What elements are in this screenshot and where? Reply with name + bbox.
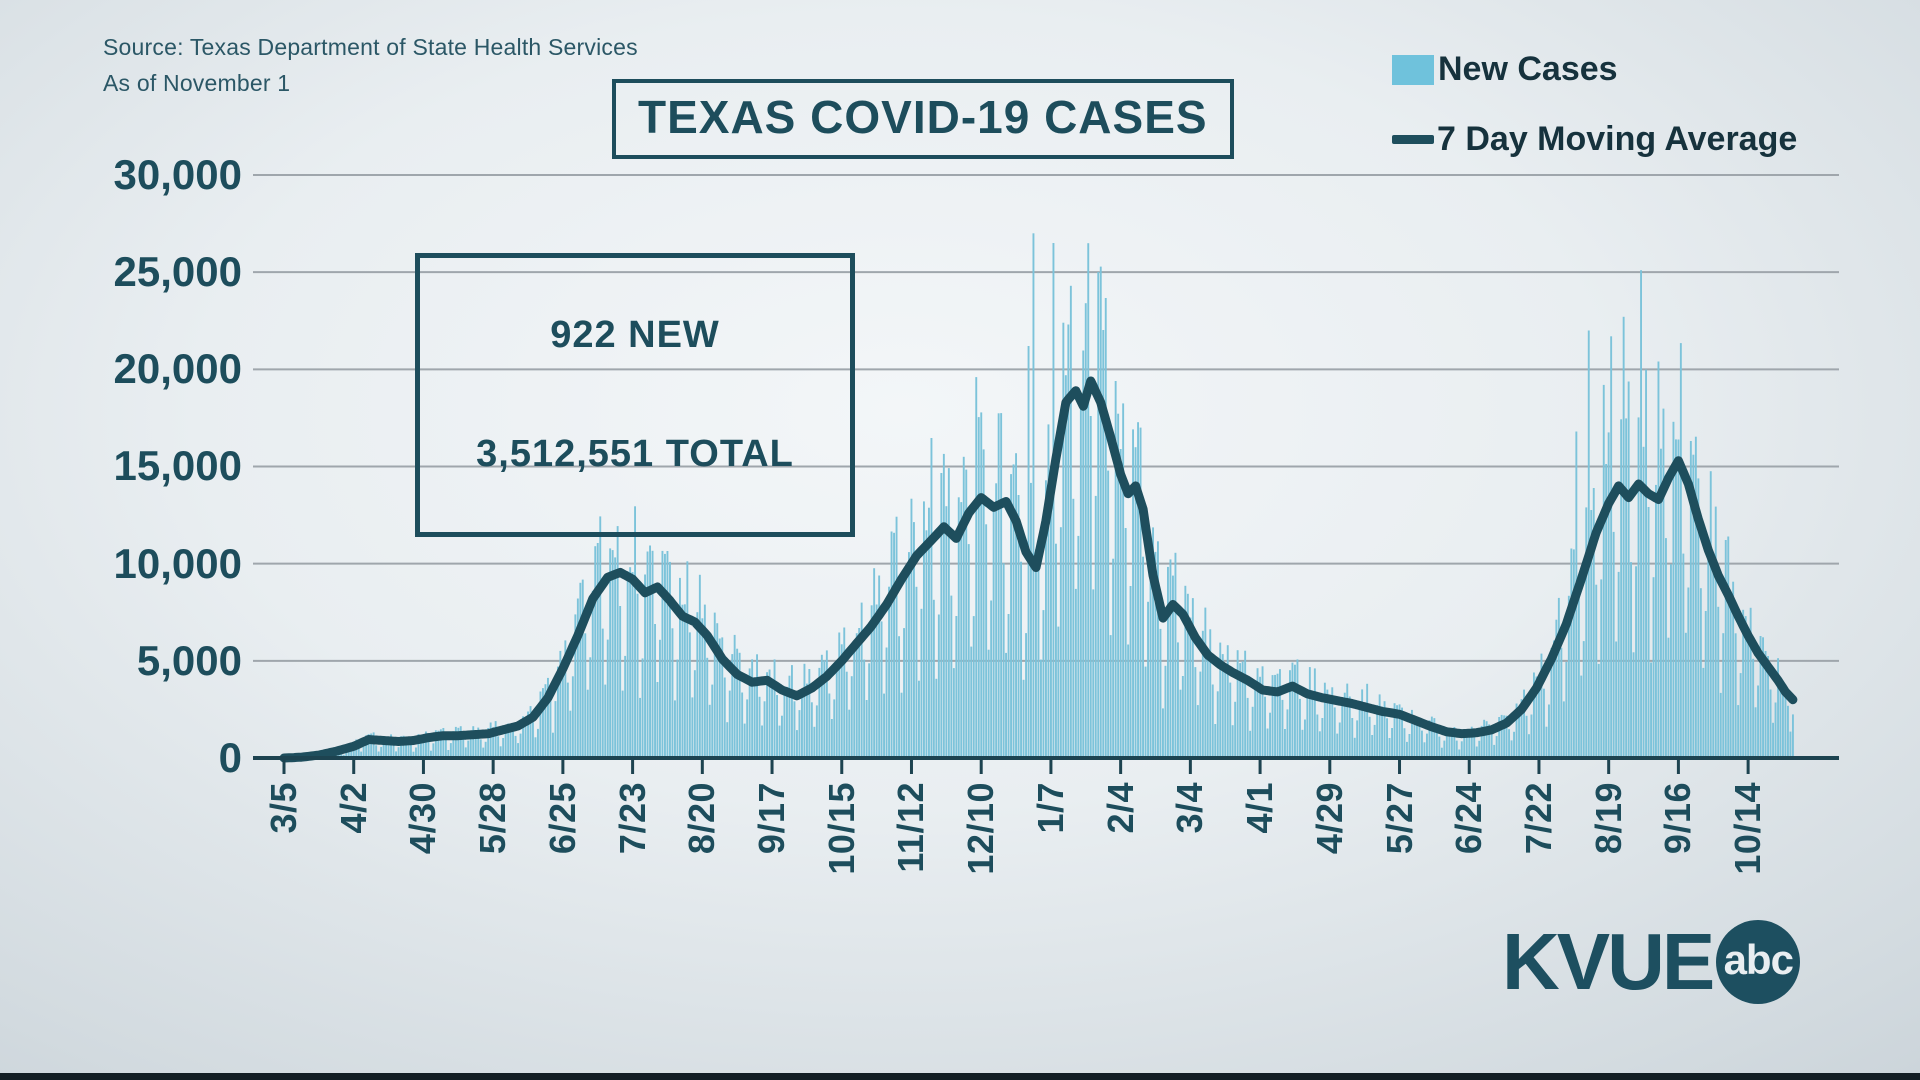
y-axis-label: 5,000 <box>136 636 242 684</box>
source-line: Source: Texas Department of State Health… <box>103 34 638 60</box>
x-axis-label: 6/25 <box>541 782 583 855</box>
legend-item-new-cases: New Cases <box>1392 50 1618 89</box>
station-name: KVUE <box>1502 917 1715 1006</box>
x-axis-label: 3/5 <box>263 782 304 834</box>
bottom-edge-bar <box>0 1073 1920 1080</box>
x-axis-label: 4/1 <box>1239 782 1281 834</box>
abc-network-icon: abc <box>1716 920 1801 1004</box>
legend-label: 7 Day Moving Average <box>1437 120 1798 158</box>
as-of-line: As of November 1 <box>103 69 291 96</box>
x-axis-label: 4/29 <box>1308 782 1350 855</box>
x-axis-label: 2/4 <box>1099 782 1141 834</box>
x-axis-label: 1/7 <box>1029 782 1071 834</box>
kvue-logo: KVUE abc <box>1502 916 1801 1008</box>
total-cases-stat: 3,512,551 TOTAL <box>476 433 794 475</box>
x-axis-label: 9/17 <box>751 782 793 855</box>
y-axis-label: 25,000 <box>113 248 242 296</box>
x-axis-label: 8/19 <box>1587 782 1629 855</box>
y-axis-label: 10,000 <box>113 539 242 587</box>
x-axis-label: 5/28 <box>472 782 514 855</box>
x-axis-label: 5/27 <box>1378 782 1420 855</box>
x-axis-label: 6/24 <box>1448 782 1490 855</box>
x-axis-label: 10/15 <box>820 782 862 875</box>
title-box: TEXAS COVID-19 CASES <box>612 79 1234 159</box>
y-axis-label: 15,000 <box>113 442 242 490</box>
new-cases-stat: 922 NEW <box>550 314 720 356</box>
legend-item-moving-average: 7 Day Moving Average <box>1392 120 1797 159</box>
x-axis-label: 7/23 <box>611 782 653 855</box>
y-axis-label: 30,000 <box>113 150 242 198</box>
source-attribution: Source: Texas Department of State Health… <box>103 30 638 101</box>
legend-label: New Cases <box>1438 50 1618 88</box>
y-axis-label: 0 <box>218 734 242 781</box>
x-axis-label: 7/22 <box>1517 782 1559 855</box>
x-axis-label: 4/30 <box>402 782 444 855</box>
x-axis-label: 3/4 <box>1169 782 1211 834</box>
x-axis-label: 10/14 <box>1727 782 1769 875</box>
new-cases-swatch-icon <box>1392 54 1434 85</box>
moving-average-line-icon <box>1392 135 1434 144</box>
page-title: TEXAS COVID-19 CASES <box>638 91 1208 143</box>
x-axis-label: 12/10 <box>960 782 1002 875</box>
stats-callout-box: 922 NEW 3,512,551 TOTAL <box>415 253 855 537</box>
x-axis-label: 9/16 <box>1657 782 1699 855</box>
x-axis-label: 8/20 <box>681 782 723 855</box>
x-axis-label: 4/2 <box>332 782 374 834</box>
x-axis-label: 11/12 <box>890 782 932 873</box>
y-axis-label: 20,000 <box>113 345 242 393</box>
